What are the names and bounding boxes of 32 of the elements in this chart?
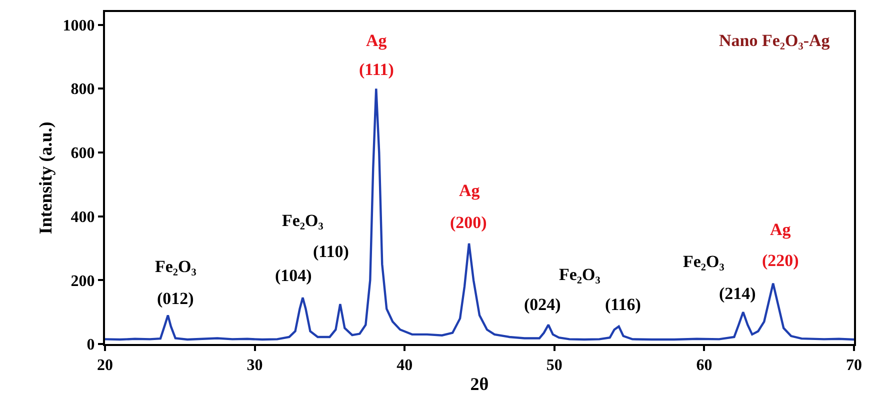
annotation: (111) (359, 60, 394, 79)
annotation: Fe₂O₃ (282, 211, 324, 230)
y-tick-label: 200 (70, 272, 95, 290)
x-tick-label: 20 (97, 357, 113, 374)
annotation: (200) (450, 213, 487, 232)
annotation: (220) (762, 251, 799, 270)
annotation: (214) (719, 284, 756, 303)
annotation: (012) (157, 289, 194, 308)
annotation: Fe₂O₃ (559, 265, 600, 284)
x-axis-title: 2θ (470, 374, 489, 394)
y-tick-label: 800 (70, 81, 95, 98)
annotation: Fe₂O₃ (155, 257, 196, 276)
annotation: (104) (275, 266, 312, 285)
y-tick-label: 1000 (62, 17, 95, 34)
x-tick-label: 70 (846, 357, 862, 374)
annotation: Ag (459, 181, 480, 200)
x-tick-label: 40 (396, 357, 413, 374)
text: Nano Fe₂O₃-Ag (719, 31, 830, 50)
annotation: Ag (770, 220, 792, 239)
line-series (105, 88, 854, 341)
annotation: (024) (524, 295, 561, 314)
x-tick-label: 50 (546, 357, 562, 374)
y-axis-title: Intensity (a.u.) (36, 122, 56, 234)
annotation: (116) (605, 295, 641, 314)
x-tick-label: 30 (246, 357, 263, 374)
y-tick-label: 600 (70, 145, 95, 162)
annotation: (110) (313, 242, 349, 261)
y-tick-label: 400 (70, 208, 95, 226)
x-tick-label: 60 (696, 357, 712, 374)
annotation: Fe₂O₃ (683, 252, 724, 271)
annotation: Ag (366, 31, 388, 50)
y-tick-label: 0 (86, 336, 95, 354)
